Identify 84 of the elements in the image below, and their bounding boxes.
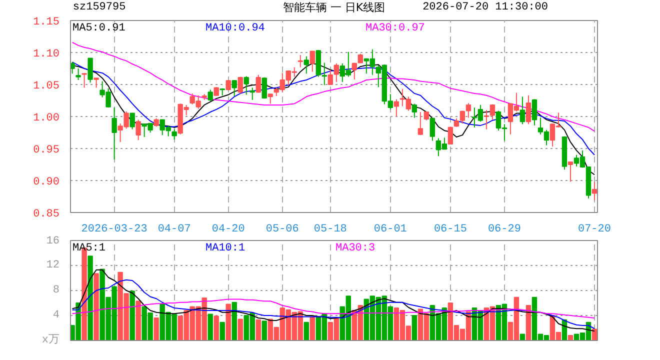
bar — [262, 320, 267, 340]
candlestick — [568, 161, 574, 182]
candlestick — [82, 72, 87, 88]
bar — [220, 322, 225, 340]
bar — [304, 322, 309, 340]
candlestick — [244, 76, 249, 96]
text: 2026-07-20 11:30:00 — [422, 2, 548, 14]
y-tick-label: 1.05 — [33, 80, 60, 92]
text: MA30:0.97 — [366, 22, 425, 34]
candlestick — [310, 50, 315, 72]
candlestick — [238, 76, 243, 94]
text: MA10:0.94 — [206, 22, 266, 34]
text: MA5:0.91 — [72, 22, 126, 34]
bar — [136, 300, 141, 340]
bar — [88, 256, 93, 340]
x-tick-label: 07-20 — [578, 224, 612, 236]
x-tick-label: 2026-03-23 — [81, 224, 148, 236]
line-series — [72, 298, 595, 318]
chart-title: 智能车辆 一 日K线图 — [282, 1, 386, 14]
line-series — [72, 279, 595, 330]
candlestick — [532, 98, 538, 126]
bar — [310, 316, 315, 340]
candlestick — [250, 87, 255, 100]
candlestick — [352, 62, 358, 80]
line-series — [72, 269, 595, 332]
candlestick — [172, 128, 177, 140]
bar — [214, 316, 219, 340]
bar — [238, 318, 243, 340]
candlestick — [466, 102, 472, 118]
candlestick — [136, 119, 141, 141]
x-tick-label: 06-29 — [488, 224, 521, 236]
y-tick-label: x万 — [42, 334, 60, 346]
bar — [130, 290, 135, 340]
x-tick-label: 06-15 — [434, 224, 467, 236]
series-label: MA5:1 — [72, 242, 106, 254]
bar — [154, 318, 159, 340]
bar — [526, 305, 532, 340]
candlestick — [430, 117, 436, 142]
x-tick-label: 04-20 — [212, 224, 245, 236]
candlestick — [304, 56, 309, 74]
candlestick — [130, 112, 135, 130]
y-tick-label: 0.90 — [33, 176, 60, 188]
y-tick-label: 1.15 — [33, 16, 60, 28]
x-tick-label: 06-01 — [374, 224, 408, 236]
y-tick-label: 4 — [52, 310, 60, 322]
candlestick — [94, 78, 99, 88]
candlestick — [232, 80, 237, 97]
bar — [94, 273, 99, 340]
bar — [568, 335, 574, 340]
y-tick-label: 0.85 — [33, 208, 60, 220]
text: MA30:3 — [336, 242, 376, 254]
candlestick — [448, 126, 454, 145]
bar — [256, 319, 261, 340]
candlestick — [490, 104, 496, 120]
y-tick-label: 12 — [46, 260, 60, 272]
x-tick-label: 05-18 — [314, 224, 347, 236]
candlestick — [418, 112, 424, 136]
y-tick-label: 1.10 — [33, 48, 60, 60]
y-tick-label: 8 — [52, 284, 60, 296]
candlestick — [520, 96, 526, 125]
candlestick — [112, 107, 117, 160]
bar — [208, 314, 213, 340]
x-tick-label: 04-07 — [158, 224, 191, 236]
candlestick — [412, 103, 418, 118]
x-tick-label: 05-06 — [266, 224, 299, 236]
y-tick-label: 1.00 — [33, 112, 60, 124]
bar — [412, 315, 418, 340]
candlestick — [208, 89, 213, 102]
text: MA10:1 — [206, 242, 246, 254]
candlestick — [484, 110, 490, 130]
candlestick — [526, 94, 532, 125]
candlestick — [88, 58, 93, 84]
y-tick-label: 0.95 — [33, 144, 60, 156]
candlestick — [394, 98, 400, 117]
line-series — [72, 42, 595, 132]
candlestick — [76, 68, 81, 81]
candlestick — [592, 181, 598, 201]
chart-subtitle: sz159795 — [72, 2, 126, 14]
y-tick-label: 16 — [46, 236, 60, 248]
candlestick — [70, 62, 75, 74]
candlestick — [226, 80, 231, 91]
bar — [232, 302, 237, 340]
candlestick — [298, 54, 303, 68]
candlestick — [256, 74, 261, 94]
